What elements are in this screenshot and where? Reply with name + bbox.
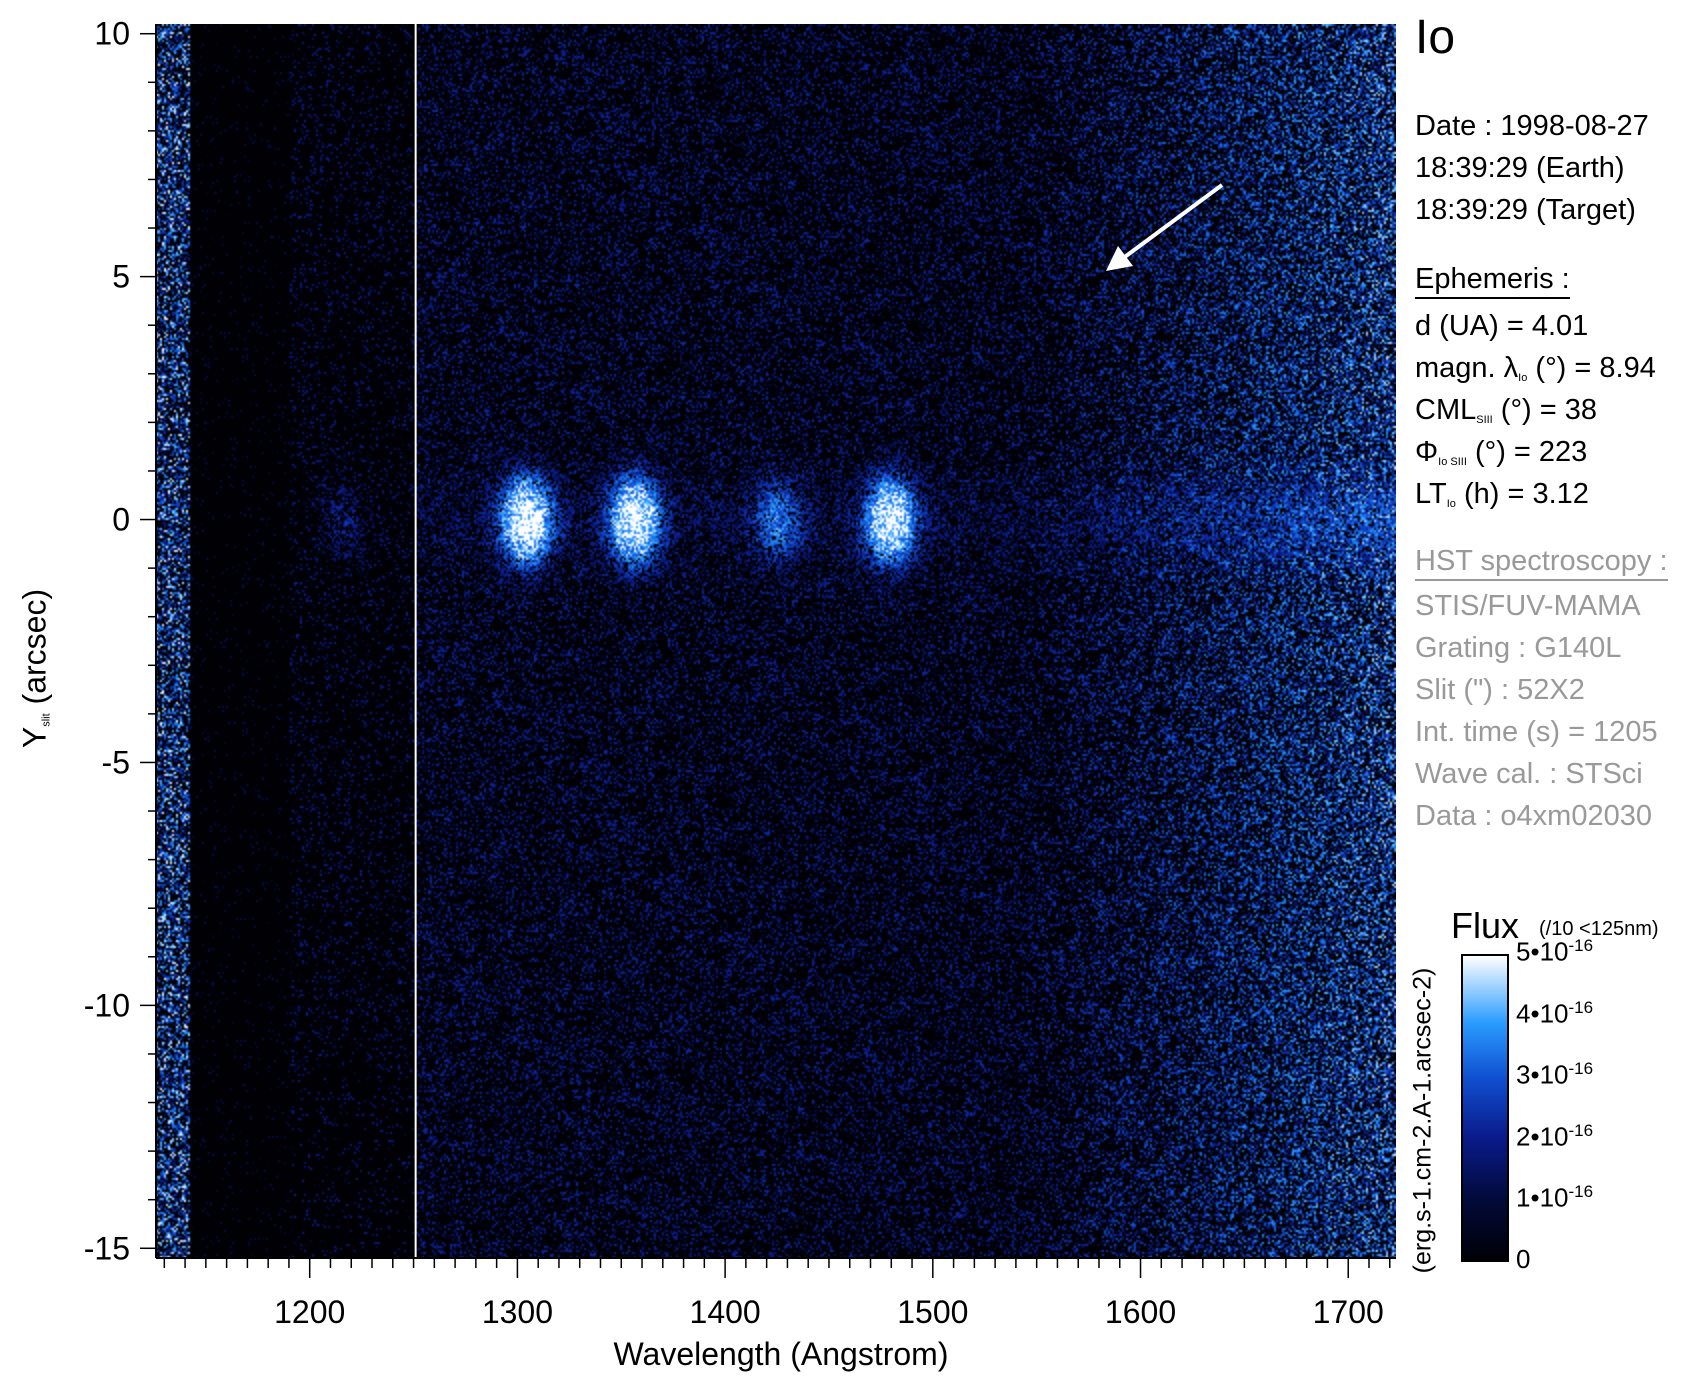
y-tick-label: -10 [84, 987, 130, 1023]
x-tick-label: 1700 [1313, 1294, 1384, 1330]
x-tick-label: 1600 [1105, 1294, 1176, 1330]
cml: CMLSIII (°) = 38 [1415, 394, 1598, 426]
date: Date : 1998-08-27 [1415, 110, 1649, 142]
annotation-arrow-head [1106, 246, 1133, 271]
annotation-arrow-shaft [1120, 183, 1224, 261]
grating: Grating : G140L [1415, 632, 1622, 664]
instrument: STIS/FUV-MAMA [1415, 590, 1641, 622]
local-time: LTIo (h) = 3.12 [1415, 478, 1589, 510]
hst-title: HST spectroscopy : [1415, 545, 1668, 581]
colorbar-tick-label: 1•10-16 [1516, 1182, 1594, 1214]
x-axis-label: Wavelength (Angstrom) [613, 1336, 949, 1372]
x-tick-label: 1300 [482, 1294, 553, 1330]
target-title: Io [1415, 11, 1456, 64]
x-tick-label: 1500 [897, 1294, 968, 1330]
phi: ΦIo SIII (°) = 223 [1415, 436, 1588, 468]
colorbar-tick-label: 3•10-16 [1516, 1059, 1594, 1090]
slit: Slit (") : 52X2 [1415, 674, 1585, 706]
y-tick-label: 0 [112, 502, 130, 538]
wave-cal: Wave cal. : STSci [1415, 758, 1643, 790]
colorbar [1461, 954, 1509, 1262]
x-tick-label: 1400 [690, 1294, 761, 1330]
colorbar-tick-label: 2•10-16 [1516, 1120, 1594, 1152]
colorbar-title: Flux [1451, 905, 1520, 946]
y-tick-label: 5 [112, 259, 130, 295]
y-tick-label: -15 [84, 1230, 130, 1266]
y-axis-label: Yslit (arcsec) [16, 588, 53, 749]
magnetic-latitude: magn. λIo (°) = 8.94 [1415, 352, 1656, 384]
colorbar-unit: (erg.s-1.cm-2.A-1.arcsec-2) [1408, 967, 1437, 1274]
y-tick-label: -5 [102, 744, 130, 780]
colorbar-tick-label: 5•10-16 [1516, 936, 1594, 967]
ephemeris-title: Ephemeris : [1415, 263, 1570, 299]
colorbar-tick-label: 4•10-16 [1516, 997, 1594, 1029]
spectrum-image [156, 24, 1396, 1258]
x-tick-label: 1200 [274, 1294, 345, 1330]
data-id: Data : o4xm02030 [1415, 800, 1652, 832]
int-time: Int. time (s) = 1205 [1415, 716, 1658, 748]
distance: d (UA) = 4.01 [1415, 310, 1589, 342]
earth-time: 18:39:29 (Earth) [1415, 152, 1625, 184]
target-time: 18:39:29 (Target) [1415, 194, 1636, 226]
colorbar-note: (/10 <125nm) [1539, 918, 1659, 940]
y-tick-label: 10 [94, 16, 130, 52]
colorbar-tick-label: 0 [1516, 1244, 1531, 1274]
